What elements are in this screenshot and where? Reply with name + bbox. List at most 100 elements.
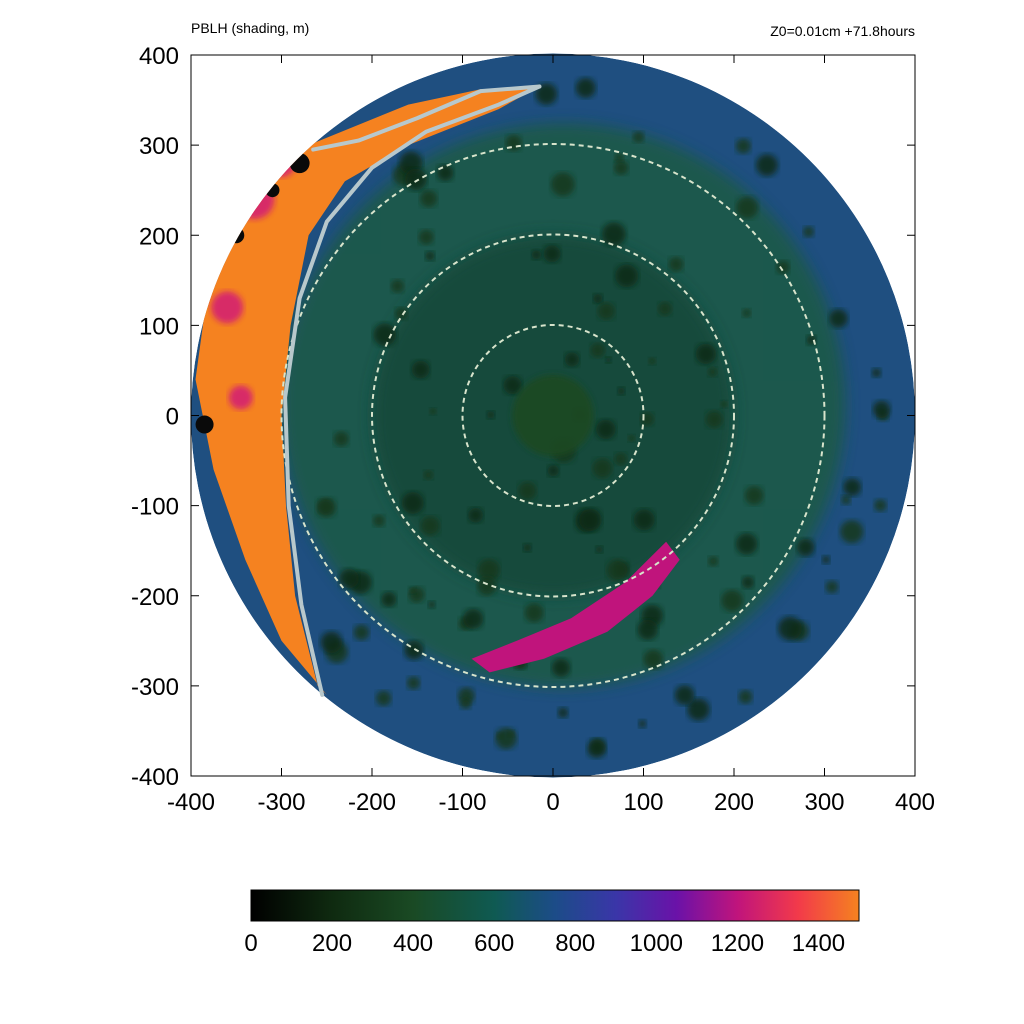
range-ring [371, 233, 735, 598]
dark-cell [579, 508, 602, 532]
range-rings [280, 143, 826, 688]
dark-cell [406, 676, 421, 690]
dark-cell [373, 323, 397, 347]
y-tick-label: -200 [131, 584, 179, 611]
dark-cell [735, 138, 751, 154]
dark-cell [796, 538, 815, 557]
dark-cell [353, 624, 370, 641]
front-spur [311, 84, 542, 152]
dark-cell [463, 608, 484, 630]
dark-cell [394, 307, 408, 320]
dark-cell [587, 739, 607, 758]
dark-cell [590, 342, 605, 358]
x-tick-label: -400 [167, 789, 215, 816]
dark-cell [495, 727, 517, 750]
dark-cell [557, 707, 569, 718]
crescent-streak [228, 385, 253, 410]
dark-cell [633, 509, 655, 531]
colorbar [250, 889, 860, 922]
x-tick-label: -300 [257, 789, 305, 816]
dark-cell [316, 497, 337, 518]
dark-cell [550, 172, 575, 197]
dark-cell [575, 77, 596, 98]
dark-cell [674, 685, 695, 705]
y-tick-label: -400 [131, 764, 179, 791]
crescent-streak [234, 179, 275, 220]
colorbar-ticks: 0 200 400 600 800 1000 1200 1400 [244, 930, 845, 957]
dark-cell [486, 410, 495, 419]
colorbar-tick-label: 600 [474, 930, 514, 957]
y-tick-label: 400 [139, 43, 179, 70]
dark-cell [738, 689, 753, 704]
dark-cell [564, 352, 580, 367]
dark-cell [524, 603, 544, 623]
dark-cell [705, 410, 723, 429]
range-ring [461, 324, 645, 507]
dark-cell [615, 264, 639, 288]
dark-cell [429, 407, 437, 415]
axis-ticks: -400 -300 -200 -100 0 100 200 300 400 -400 -300 -20… [131, 43, 935, 816]
colorbar-tick-label: 0 [244, 930, 257, 957]
dark-cell [668, 256, 684, 272]
dark-cell [735, 533, 758, 555]
dark-cell [606, 559, 629, 582]
dark-cell [687, 698, 710, 721]
dark-cell [437, 164, 454, 181]
crescent-streak [211, 291, 244, 324]
dark-cell [707, 367, 718, 377]
dark-cell [535, 83, 558, 105]
dark-cell [721, 589, 743, 612]
dark-cell [741, 576, 755, 589]
y-tick-label: 200 [139, 223, 179, 250]
dark-cell [420, 190, 438, 208]
x-tick-label: 400 [895, 789, 935, 816]
dark-cell [405, 168, 427, 191]
dark-cell [648, 357, 656, 365]
dark-cell [632, 131, 645, 143]
x-tick-label: 300 [804, 789, 844, 816]
dark-cell [372, 514, 385, 527]
dark-cell [418, 229, 434, 245]
dark-cell [605, 357, 612, 364]
dark-cell [428, 600, 436, 609]
dark-cell [425, 251, 435, 261]
dark-cell [872, 400, 891, 419]
dark-cell [597, 302, 615, 320]
dark-cell [595, 545, 603, 554]
dark-cell [518, 481, 537, 500]
colorbar-tick-label: 1400 [792, 930, 845, 957]
colorbar-tick-label: 400 [393, 930, 433, 957]
dark-cell [638, 719, 647, 728]
dark-cell [777, 616, 802, 641]
dark-cell [840, 520, 864, 544]
dark-cell [333, 431, 349, 447]
dark-cell [627, 434, 636, 443]
dark-cell [742, 308, 752, 318]
dark-cell [843, 478, 862, 497]
dark-cell [614, 452, 628, 466]
colorbar-tick-label: 800 [555, 930, 595, 957]
dark-cell [411, 360, 430, 379]
dark-cell [617, 387, 626, 395]
pblh-field [191, 53, 915, 778]
colorbar-tick-label: 200 [312, 930, 352, 957]
dark-cell [477, 576, 497, 596]
x-tick-label: 0 [546, 789, 559, 816]
x-tick-label: 100 [623, 789, 663, 816]
dark-cell [825, 580, 839, 594]
dark-cell [468, 507, 484, 523]
colorbar-tick-label: 1200 [711, 930, 764, 957]
y-tick-label: 300 [139, 133, 179, 160]
dark-cell [595, 419, 616, 440]
dark-cell [409, 587, 417, 594]
dark-cell [841, 495, 851, 505]
dark-cell [720, 400, 728, 408]
dark-cell [423, 470, 434, 480]
dark-cell [821, 555, 831, 564]
dark-cell [420, 516, 440, 536]
dark-cell [531, 249, 542, 260]
front-lines [283, 84, 542, 697]
crescent-dark-cell [195, 415, 214, 434]
dark-cell [829, 309, 848, 328]
